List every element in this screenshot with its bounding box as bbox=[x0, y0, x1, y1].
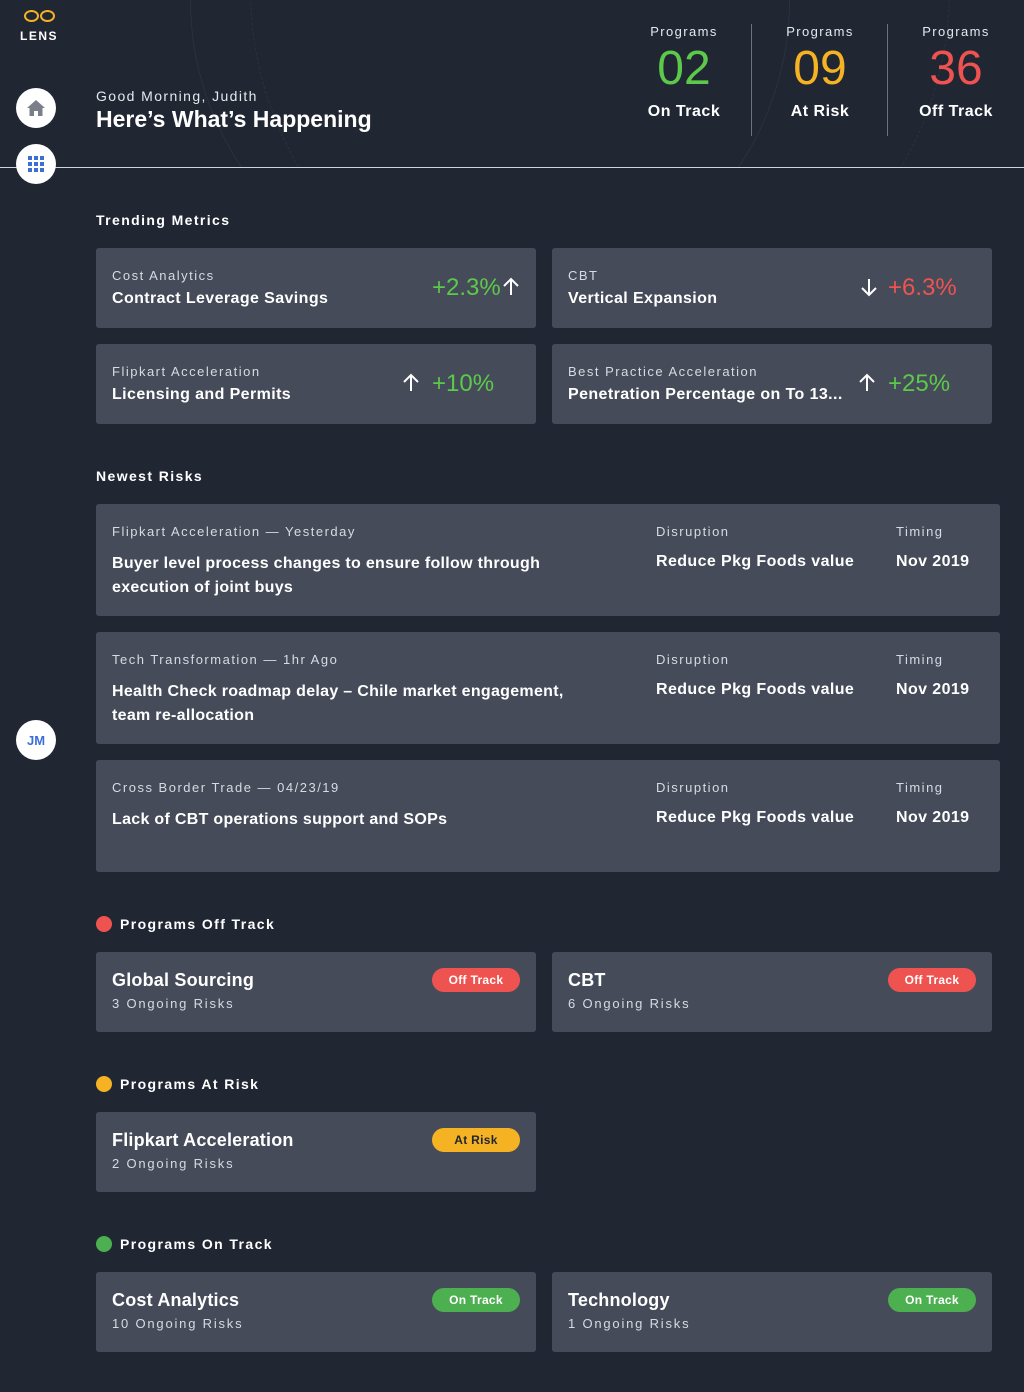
metric-change: +10% bbox=[432, 370, 495, 397]
home-button[interactable] bbox=[16, 88, 56, 128]
disruption-value: Reduce Pkg Foods value bbox=[656, 681, 855, 698]
timing-label: Timing bbox=[896, 524, 944, 539]
binoculars-icon bbox=[18, 10, 60, 24]
home-icon bbox=[27, 100, 45, 116]
section-label: Programs On Track bbox=[120, 1236, 273, 1252]
metric-name: Licensing and Permits bbox=[112, 386, 292, 403]
risk-meta: Tech Transformation — 1hr Ago bbox=[112, 652, 339, 667]
timing-value: Nov 2019 bbox=[896, 553, 970, 570]
disruption-value: Reduce Pkg Foods value bbox=[656, 809, 855, 826]
greeting: Good Morning, Judith bbox=[96, 88, 258, 104]
metric-card[interactable]: CBT Vertical Expansion +6.3% bbox=[552, 248, 992, 328]
program-name: CBT bbox=[568, 970, 606, 990]
grid-icon bbox=[28, 156, 44, 172]
risk-description: Lack of CBT operations support and SOPs bbox=[112, 811, 448, 828]
header: LENS Good Morning, Judith Here’s What’s … bbox=[0, 0, 1024, 168]
stat-off-track[interactable]: Programs 36 Off Track bbox=[888, 24, 1024, 121]
metric-card[interactable]: Flipkart Acceleration Licensing and Perm… bbox=[96, 344, 536, 424]
risk-card[interactable]: Cross Border Trade — 04/23/19 Lack of CB… bbox=[96, 760, 1000, 872]
metric-card[interactable]: Best Practice Acceleration Penetration P… bbox=[552, 344, 992, 424]
stat-status: At Risk bbox=[790, 103, 850, 120]
status-badge: On Track bbox=[888, 1288, 976, 1312]
program-card[interactable]: Cost Analytics 10 Ongoing Risks On Track bbox=[96, 1272, 536, 1352]
program-risk-count: 10 Ongoing Risks bbox=[112, 1316, 244, 1331]
program-name: Cost Analytics bbox=[112, 1290, 240, 1310]
arrow-up-icon bbox=[859, 373, 875, 391]
metric-change: +25% bbox=[888, 370, 951, 397]
metric-change: +2.3% bbox=[432, 274, 501, 301]
arrow-down-icon bbox=[861, 279, 877, 297]
app-name: LENS bbox=[19, 29, 58, 43]
arrow-up-icon bbox=[403, 373, 419, 391]
program-risk-count: 2 Ongoing Risks bbox=[112, 1156, 235, 1171]
disruption-label: Disruption bbox=[656, 524, 730, 539]
programs-on-track-title: Programs On Track bbox=[96, 1236, 273, 1252]
metric-name: Contract Leverage Savings bbox=[112, 290, 329, 307]
disruption-value: Reduce Pkg Foods value bbox=[656, 553, 855, 570]
status-dot-icon bbox=[96, 1076, 112, 1092]
stat-label: Programs bbox=[786, 24, 854, 39]
stat-status: Off Track bbox=[919, 103, 993, 120]
status-badge: Off Track bbox=[888, 968, 976, 992]
newest-risks-title: Newest Risks bbox=[96, 468, 204, 484]
status-dot-icon bbox=[96, 916, 112, 932]
stat-label: Programs bbox=[922, 24, 990, 39]
disruption-label: Disruption bbox=[656, 652, 730, 667]
metric-card[interactable]: Cost Analytics Contract Leverage Savings… bbox=[96, 248, 536, 328]
program-card[interactable]: CBT 6 Ongoing Risks Off Track bbox=[552, 952, 992, 1032]
program-risk-count: 1 Ongoing Risks bbox=[568, 1316, 691, 1331]
stat-label: Programs bbox=[650, 24, 718, 39]
risk-card[interactable]: Tech Transformation — 1hr Ago Health Che… bbox=[96, 632, 1000, 744]
timing-value: Nov 2019 bbox=[896, 809, 970, 826]
disruption-label: Disruption bbox=[656, 780, 730, 795]
user-avatar[interactable]: JM bbox=[16, 720, 56, 760]
section-label: Programs At Risk bbox=[120, 1076, 260, 1092]
program-name: Technology bbox=[568, 1290, 670, 1310]
timing-value: Nov 2019 bbox=[896, 681, 970, 698]
risk-description: Health Check roadmap delay – Chile marke… bbox=[112, 683, 564, 724]
risk-meta: Cross Border Trade — 04/23/19 bbox=[112, 780, 340, 795]
metric-program: CBT bbox=[568, 268, 599, 283]
programs-off-track-title: Programs Off Track bbox=[96, 916, 275, 932]
program-risk-count: 6 Ongoing Risks bbox=[568, 996, 691, 1011]
stat-on-track[interactable]: Programs 02 On Track bbox=[616, 24, 752, 121]
stat-at-risk[interactable]: Programs 09 At Risk bbox=[752, 24, 888, 121]
timing-label: Timing bbox=[896, 780, 944, 795]
status-badge: Off Track bbox=[432, 968, 520, 992]
section-label: Programs Off Track bbox=[120, 916, 276, 932]
program-name: Flipkart Acceleration bbox=[112, 1130, 294, 1150]
program-card[interactable]: Technology 1 Ongoing Risks On Track bbox=[552, 1272, 992, 1352]
stat-value: 02 bbox=[657, 42, 711, 95]
divider bbox=[751, 24, 752, 136]
stat-value: 36 bbox=[929, 42, 983, 95]
metric-name: Penetration Percentage on To 13... bbox=[568, 386, 843, 403]
app-logo[interactable]: LENS bbox=[18, 10, 60, 43]
metric-name: Vertical Expansion bbox=[568, 290, 718, 307]
risk-description: Buyer level process changes to ensure fo… bbox=[112, 555, 541, 596]
program-card[interactable]: Flipkart Acceleration 2 Ongoing Risks At… bbox=[96, 1112, 536, 1192]
arrow-up-icon bbox=[503, 277, 519, 295]
divider bbox=[887, 24, 888, 136]
risk-card[interactable]: Flipkart Acceleration — Yesterday Buyer … bbox=[96, 504, 1000, 616]
risk-meta: Flipkart Acceleration — Yesterday bbox=[112, 524, 356, 539]
metric-program: Flipkart Acceleration bbox=[112, 364, 261, 379]
programs-at-risk-title: Programs At Risk bbox=[96, 1076, 259, 1092]
metric-change: +6.3% bbox=[888, 274, 957, 301]
stat-value: 09 bbox=[793, 42, 847, 95]
program-card[interactable]: Global Sourcing 3 Ongoing Risks Off Trac… bbox=[96, 952, 536, 1032]
trending-metrics-title: Trending Metrics bbox=[96, 212, 231, 228]
stat-status: On Track bbox=[647, 103, 721, 120]
metric-program: Cost Analytics bbox=[112, 268, 215, 283]
metric-program: Best Practice Acceleration bbox=[568, 364, 759, 379]
program-risk-count: 3 Ongoing Risks bbox=[112, 996, 235, 1011]
timing-label: Timing bbox=[896, 652, 944, 667]
status-dot-icon bbox=[96, 1236, 112, 1252]
apps-button[interactable] bbox=[16, 144, 56, 184]
page-title: Here’s What’s Happening bbox=[96, 106, 372, 132]
status-badge: At Risk bbox=[432, 1128, 520, 1152]
program-name: Global Sourcing bbox=[112, 970, 255, 990]
status-badge: On Track bbox=[432, 1288, 520, 1312]
